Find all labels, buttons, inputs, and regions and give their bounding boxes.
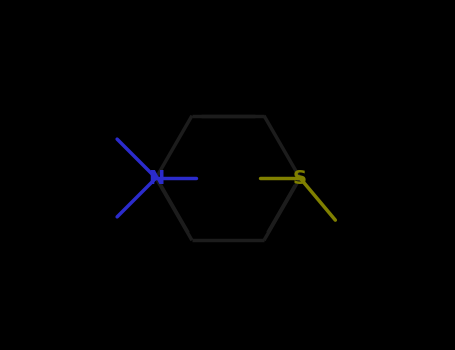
Text: N: N	[148, 168, 164, 188]
Text: S: S	[293, 168, 307, 188]
